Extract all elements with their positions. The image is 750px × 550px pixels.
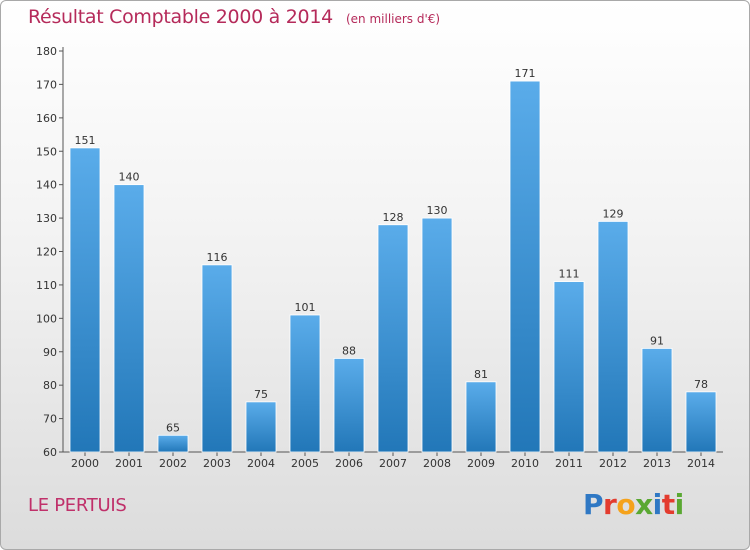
bar-2006 bbox=[333, 358, 365, 453]
y-tick-label: 70 bbox=[43, 413, 57, 426]
x-tick-label: 2011 bbox=[555, 457, 583, 470]
value-label-2006: 88 bbox=[342, 344, 356, 357]
bar-2012 bbox=[597, 221, 629, 453]
y-tick-label: 80 bbox=[43, 379, 57, 392]
y-tick-label: 140 bbox=[36, 179, 57, 192]
chart-unit: (en milliers d'€) bbox=[345, 12, 441, 26]
bar-2013 bbox=[641, 348, 673, 453]
bar-2000 bbox=[69, 147, 101, 453]
y-tick-label: 60 bbox=[43, 446, 57, 459]
y-tick-label: 150 bbox=[36, 145, 57, 158]
bar-2003 bbox=[201, 264, 233, 453]
bar-2005 bbox=[289, 314, 321, 453]
bar-2014 bbox=[685, 391, 717, 453]
bars bbox=[69, 80, 717, 453]
value-label-2000: 151 bbox=[75, 134, 96, 147]
value-label-2008: 130 bbox=[427, 204, 448, 217]
value-label-2013: 91 bbox=[650, 334, 664, 347]
value-label-2011: 111 bbox=[559, 268, 580, 281]
x-tick-label: 2003 bbox=[203, 457, 231, 470]
x-tick-label: 2010 bbox=[511, 457, 539, 470]
bar-2001 bbox=[113, 184, 145, 453]
y-tick-label: 160 bbox=[36, 112, 57, 125]
bar-2011 bbox=[553, 281, 585, 453]
y-tick-label: 100 bbox=[36, 312, 57, 325]
value-label-2007: 128 bbox=[383, 211, 404, 224]
value-label-2012: 129 bbox=[603, 207, 624, 220]
value-label-2004: 75 bbox=[254, 388, 268, 401]
bar-2007 bbox=[377, 224, 409, 453]
x-tick-label: 2004 bbox=[247, 457, 275, 470]
value-label-2014: 78 bbox=[694, 378, 708, 391]
bar-2004 bbox=[245, 401, 277, 453]
y-tick-label: 180 bbox=[36, 45, 57, 58]
y-tick-label: 130 bbox=[36, 212, 57, 225]
x-tick-label: 2008 bbox=[423, 457, 451, 470]
value-label-2002: 65 bbox=[166, 421, 180, 434]
y-tick-label: 120 bbox=[36, 246, 57, 259]
value-label-2010: 171 bbox=[515, 67, 536, 80]
y-tick-label: 90 bbox=[43, 346, 57, 359]
commune-name: LE PERTUIS bbox=[28, 495, 127, 516]
x-tick-label: 2001 bbox=[115, 457, 143, 470]
bar-2009 bbox=[465, 381, 497, 453]
y-tick-label: 110 bbox=[36, 279, 57, 292]
value-labels: 2000 151 2001 140 2002 65 2003 116 2004 75 2005 101… bbox=[71, 67, 715, 470]
x-tick-label: 2005 bbox=[291, 457, 319, 470]
x-tick-label: 2009 bbox=[467, 457, 495, 470]
chart-title: Résultat Comptable 2000 à 2014 bbox=[28, 6, 333, 28]
x-tick-label: 2006 bbox=[335, 457, 363, 470]
value-label-2003: 116 bbox=[207, 251, 228, 264]
x-tick-label: 2014 bbox=[687, 457, 715, 470]
x-tick-label: 2007 bbox=[379, 457, 407, 470]
bar-2008 bbox=[421, 217, 453, 453]
x-tick-label: 2000 bbox=[71, 457, 99, 470]
x-tick-label: 2013 bbox=[643, 457, 671, 470]
value-label-2005: 101 bbox=[295, 301, 316, 314]
proxiti-logo: Proxiti bbox=[583, 488, 684, 521]
bar-2002 bbox=[157, 434, 189, 453]
y-tick-label: 170 bbox=[36, 78, 57, 91]
value-label-2009: 81 bbox=[474, 368, 488, 381]
value-label-2001: 140 bbox=[119, 171, 140, 184]
title-row: Résultat Comptable 2000 à 2014 (en milli… bbox=[28, 6, 440, 28]
x-tick-label: 2012 bbox=[599, 457, 627, 470]
x-tick-label: 2002 bbox=[159, 457, 187, 470]
bar-2010 bbox=[509, 80, 541, 453]
